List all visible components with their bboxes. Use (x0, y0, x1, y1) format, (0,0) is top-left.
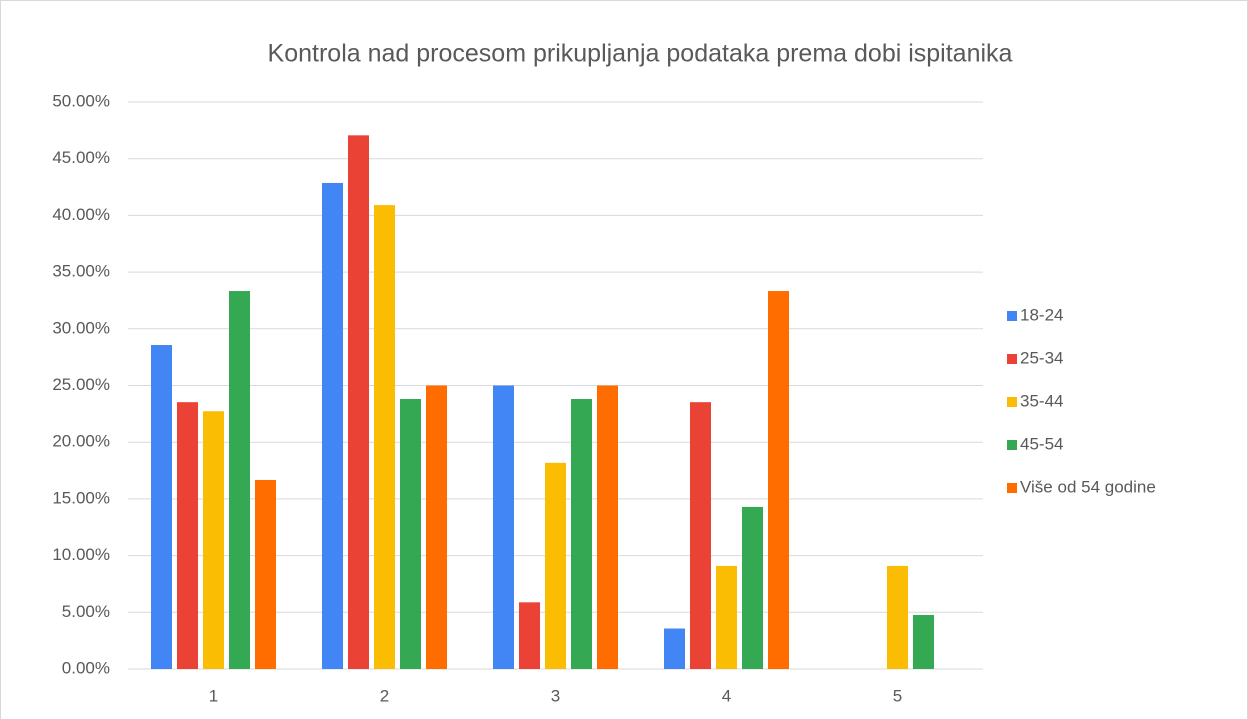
y-tick-label: 35.00% (52, 262, 110, 281)
bar (545, 462, 566, 669)
bar (716, 565, 737, 669)
legend-swatch (1007, 311, 1017, 321)
bar (690, 402, 711, 669)
bar (151, 345, 172, 669)
bar (519, 602, 540, 669)
x-tick-label: 1 (209, 686, 218, 705)
bar (177, 402, 198, 669)
bar (597, 385, 618, 669)
x-tick-label: 4 (722, 686, 731, 705)
bar (374, 205, 395, 669)
bar (322, 182, 343, 670)
y-tick-label: 50.00% (52, 91, 110, 110)
bar (887, 565, 908, 669)
x-tick-label: 2 (380, 686, 389, 705)
y-tick-label: 5.00% (62, 602, 110, 621)
legend-label: 35-44 (1020, 391, 1063, 410)
y-tick-label: 15.00% (52, 488, 110, 507)
bar (255, 479, 276, 669)
bar (571, 398, 592, 669)
bar (768, 291, 789, 669)
bar (400, 398, 421, 669)
legend-label: 25-34 (1020, 348, 1063, 367)
y-tick-label: 45.00% (52, 148, 110, 167)
legend-label: Više od 54 godine (1020, 477, 1156, 496)
legend-swatch (1007, 354, 1017, 364)
x-tick-label: 5 (893, 686, 902, 705)
y-tick-label: 30.00% (52, 318, 110, 337)
chart-title: Kontrola nad procesom prikupljanja podat… (268, 40, 1013, 68)
bar (664, 628, 685, 669)
legend-label: 18-24 (1020, 305, 1063, 324)
y-tick-label: 25.00% (52, 375, 110, 394)
bar (426, 385, 447, 669)
y-tick-label: 40.00% (52, 205, 110, 224)
legend-swatch (1007, 440, 1017, 450)
bar (742, 506, 763, 669)
y-tick-label: 0.00% (62, 658, 110, 677)
legend-label: 45-54 (1020, 434, 1063, 453)
y-tick-label: 10.00% (52, 545, 110, 564)
bar (348, 135, 369, 669)
legend-swatch (1007, 483, 1017, 493)
bar (203, 411, 224, 669)
legend-swatch (1007, 397, 1017, 407)
x-tick-label: 3 (551, 686, 560, 705)
bar (229, 291, 250, 669)
bar (493, 385, 514, 669)
y-tick-label: 20.00% (52, 432, 110, 451)
bar (913, 615, 934, 669)
